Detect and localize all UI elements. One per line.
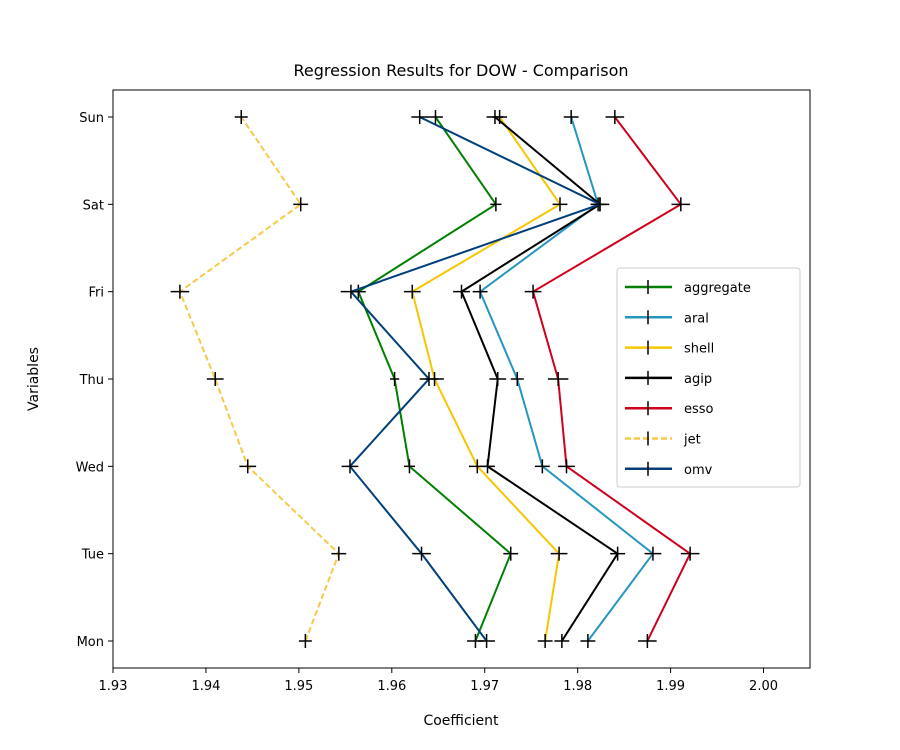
y-tick-label: Tue: [81, 548, 104, 563]
x-tick-label: 1.96: [377, 679, 406, 694]
legend-label: aral: [684, 311, 709, 326]
series-esso: [524, 110, 700, 648]
y-tick-label: Sun: [79, 111, 104, 126]
x-tick-label: 1.99: [656, 679, 685, 694]
x-tick-label: 1.93: [99, 679, 128, 694]
legend-item-aral: aral: [625, 310, 709, 326]
legend-label: jet: [683, 433, 701, 448]
chart-title: Regression Results for DOW - Comparison: [293, 61, 628, 80]
x-tick-label: 1.97: [470, 679, 499, 694]
y-tick-label: Mon: [77, 635, 104, 650]
legend-item-jet: jet: [625, 431, 701, 448]
legend: aggregate aral shell agip esso jet omv: [616, 267, 801, 488]
legend-label: shell: [684, 342, 714, 357]
legend-item-agip: agip: [625, 370, 712, 387]
y-tick-label: Wed: [76, 460, 104, 475]
y-tick-label: Sat: [83, 198, 104, 213]
series-jet: [170, 110, 347, 648]
series-omv: [340, 110, 607, 648]
y-tick-label: Thu: [79, 373, 104, 388]
legend-item-aggregate: aggregate: [625, 280, 751, 296]
x-tick-label: 1.94: [191, 679, 220, 694]
x-tick-label: 1.98: [563, 679, 592, 694]
legend-label: omv: [684, 463, 713, 478]
x-axis: 1.93 1.94 1.95 1.96 1.97 1.98 1.99 2.00: [99, 668, 778, 694]
y-axis: Mon Tue Wed Thu Fri Sat Sun: [76, 111, 113, 650]
legend-label: esso: [684, 402, 714, 417]
x-tick-label: 1.95: [284, 679, 313, 694]
legend-item-shell: shell: [625, 340, 714, 357]
y-tick-label: Fri: [89, 286, 105, 301]
legend-box: [616, 267, 801, 488]
legend-item-esso: esso: [625, 401, 714, 417]
series-layer: [170, 110, 700, 648]
legend-item-omv: omv: [625, 461, 713, 478]
y-axis-label: Variables: [26, 347, 42, 411]
legend-label: aggregate: [684, 281, 751, 296]
legend-label: agip: [684, 372, 712, 387]
x-axis-label: Coefficient: [423, 713, 499, 729]
x-tick-label: 2.00: [749, 679, 778, 694]
